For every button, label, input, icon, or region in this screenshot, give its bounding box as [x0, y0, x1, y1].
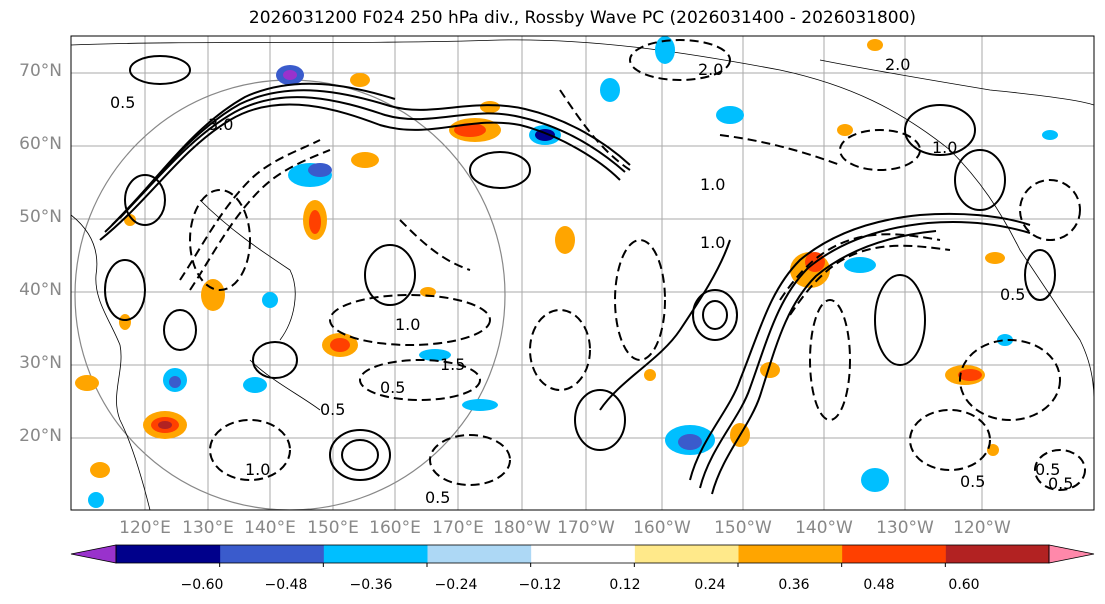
contour-label: 1.0 [395, 315, 420, 334]
colorbar-tick: −0.24 [434, 577, 478, 593]
map-title: 2026031200 F024 250 hPa div., Rossby Wav… [248, 8, 917, 28]
contour-label: 0.5 [425, 488, 450, 507]
colorbar-tick: −0.36 [349, 577, 393, 593]
lon-label-130e: 130°E [182, 518, 234, 538]
contour-label: 0.5 [380, 378, 405, 397]
contour-labels: 0.5 3.0 1.0 0.5 2.0 1.0 0.5 1.0 0.5 1.0 … [110, 55, 1073, 507]
lon-label-170w: 170°W [557, 518, 615, 538]
colorbar-extend-min [70, 544, 117, 564]
contour-label: 1.0 [932, 138, 957, 157]
contour-label: 2.0 [885, 55, 910, 74]
colorbar-tick: 0.24 [694, 577, 726, 593]
colorbar [70, 544, 1095, 567]
colorbar-tick: 0.36 [778, 577, 810, 593]
colorbar-segment [219, 545, 324, 563]
lon-label-160w: 160°W [633, 518, 691, 538]
colorbar-segment [634, 545, 739, 563]
contour-label: 0.5 [1035, 460, 1060, 479]
lon-label-120e: 120°E [119, 518, 171, 538]
colorbar-segment [116, 545, 221, 563]
map-frame [70, 35, 1095, 511]
colorbar-tick: 0.12 [609, 577, 641, 593]
colorbar-segment [945, 545, 1050, 563]
colorbar-tick: −0.48 [264, 577, 308, 593]
lon-label-130w: 130°W [876, 518, 934, 538]
colorbar-tick: 0.48 [863, 577, 895, 593]
lon-label-140e: 140°E [244, 518, 296, 538]
gridlines [71, 36, 1094, 510]
lon-label-150w: 150°W [714, 518, 772, 538]
contour-label: 2.0 [698, 60, 723, 79]
lat-label-50n: 50°N [19, 207, 62, 227]
colorbar-extend-max [1048, 544, 1095, 564]
colorbar-tick: 0.60 [948, 577, 980, 593]
lon-label-170e: 170°E [432, 518, 484, 538]
colorbar-outline [115, 544, 1050, 564]
colorbar-segment [323, 545, 428, 563]
contours-solid [99, 55, 1056, 495]
colorbar-segment [841, 545, 946, 563]
colorbar-segment [530, 545, 635, 563]
map-background [71, 36, 1094, 510]
lon-label-150e: 150°E [307, 518, 359, 538]
lon-label-140w: 140°W [795, 518, 853, 538]
lon-label-180w: 180°W [493, 518, 551, 538]
contour-label: 0.5 [110, 93, 135, 112]
colorbar-tick: −0.60 [180, 577, 224, 593]
contour-label: 0.5 [960, 472, 985, 491]
colorbar-tick: −0.12 [518, 577, 562, 593]
contours-dashed [179, 39, 1086, 491]
lat-label-70n: 70°N [19, 61, 62, 81]
lat-label-30n: 30°N [19, 353, 62, 373]
contour-label: 1.0 [700, 233, 725, 252]
lon-label-160e: 160°E [369, 518, 421, 538]
lon-label-120w: 120°W [953, 518, 1011, 538]
contour-label: 1.0 [245, 460, 270, 479]
contour-label: 1.5 [440, 355, 465, 374]
contour-label: 3.0 [208, 115, 233, 134]
map-panel: 0.5 3.0 1.0 0.5 2.0 1.0 0.5 1.0 0.5 1.0 … [71, 36, 1094, 510]
contour-label: 1.0 [700, 175, 725, 194]
contour-label: 0.5 [320, 400, 345, 419]
lat-label-60n: 60°N [19, 134, 62, 154]
lat-label-20n: 20°N [19, 426, 62, 446]
contour-label: 0.5 [1000, 285, 1025, 304]
coastlines [71, 39, 1094, 510]
colorbar-segment [738, 545, 843, 563]
lat-label-40n: 40°N [19, 280, 62, 300]
contour-label: 0.5 [1048, 474, 1073, 493]
colorbar-segment [427, 545, 532, 563]
